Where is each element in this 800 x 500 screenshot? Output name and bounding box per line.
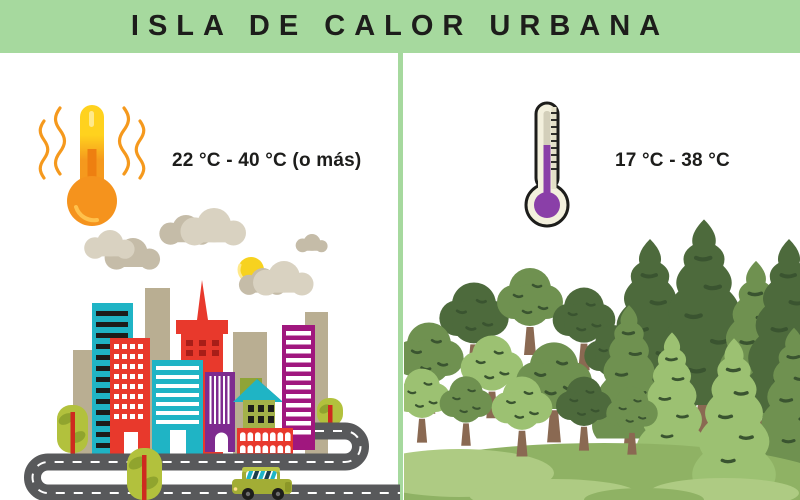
thermometer-cold-icon [524, 101, 570, 228]
heat-waves-icon [38, 106, 146, 180]
street-tree [57, 405, 88, 458]
forest-illustration [404, 101, 800, 500]
building [152, 360, 203, 455]
building [205, 372, 235, 452]
city-illustration [24, 105, 400, 500]
road [24, 422, 400, 500]
house [233, 378, 283, 430]
cloud [84, 230, 135, 259]
forest-trees [404, 219, 800, 500]
page-title: ISLA DE CALOR URBANA [130, 10, 670, 42]
cloud [295, 234, 328, 253]
clouds [84, 208, 328, 296]
panel-divider [398, 53, 403, 500]
street-tree [127, 448, 162, 500]
building [237, 428, 293, 455]
cloud [180, 208, 246, 246]
tree [495, 266, 565, 357]
forest-ground [469, 478, 799, 500]
city-buildings [73, 280, 328, 455]
bus [232, 467, 292, 500]
forest-temperature-range: 17 °C - 38 °C [615, 150, 730, 171]
building [110, 338, 150, 455]
street-tree [317, 398, 343, 426]
header: ISLA DE CALOR URBANA [0, 0, 800, 53]
thermometer-hot-icon [38, 105, 146, 226]
urban-temperature-range: 22 °C - 40 °C (o más) [172, 150, 362, 171]
